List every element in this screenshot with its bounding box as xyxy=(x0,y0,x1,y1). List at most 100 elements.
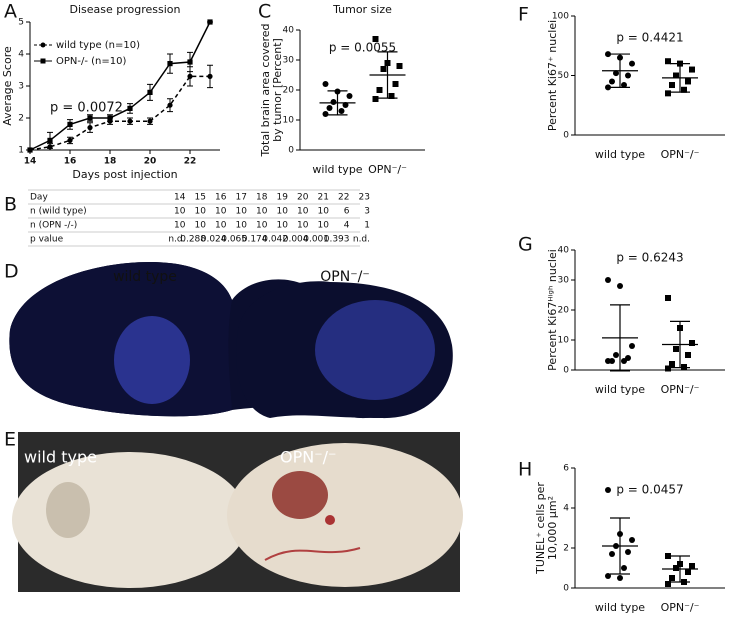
y-tick-label: 0 xyxy=(563,584,569,594)
marker xyxy=(67,121,73,127)
marker xyxy=(380,66,387,72)
marker xyxy=(322,81,329,87)
x-axis-label: Days post injection xyxy=(72,168,177,181)
series-line xyxy=(29,75,210,151)
marker xyxy=(392,81,399,87)
table-cell: 10 xyxy=(318,207,330,217)
table-cell: 23 xyxy=(359,193,370,203)
y-axis-label: 10,000 µm² xyxy=(546,496,559,560)
annotation: p = 0.4421 xyxy=(616,31,683,45)
error-bar xyxy=(610,304,630,372)
marker xyxy=(665,365,671,372)
y-tick-label: 2 xyxy=(18,114,24,124)
marker xyxy=(605,51,611,58)
y-tick-label: 40 xyxy=(558,246,570,256)
legend-marker xyxy=(40,58,46,64)
y-tick-label: 10 xyxy=(283,116,295,126)
marker xyxy=(346,93,353,99)
axis xyxy=(574,250,725,371)
marker xyxy=(187,73,193,79)
y-axis-label: Average Score xyxy=(1,46,14,126)
marker xyxy=(207,19,213,25)
marker xyxy=(685,352,691,358)
marker xyxy=(338,108,345,114)
table-cell: 22 xyxy=(338,193,349,203)
table-cell: 0.288 xyxy=(180,235,206,245)
y-tick-label: 5 xyxy=(18,18,24,28)
series-line xyxy=(29,21,211,151)
marker xyxy=(665,581,671,587)
table-cell: 10 xyxy=(174,207,186,217)
y-tick-label: 30 xyxy=(558,276,570,286)
marker xyxy=(207,73,213,79)
y-tick-label: 4 xyxy=(563,504,569,514)
marker xyxy=(613,352,619,358)
marker xyxy=(187,59,193,65)
annotation: p = 0.6243 xyxy=(616,251,683,265)
image-caption: OPN⁻/⁻ xyxy=(320,269,369,285)
marker xyxy=(685,78,691,85)
y-tick-label: 0 xyxy=(563,366,569,376)
marker xyxy=(147,89,153,95)
table-cell: 10 xyxy=(297,207,309,217)
marker xyxy=(673,346,679,352)
y-tick-label: 6 xyxy=(563,464,569,474)
y-axis-label: Percent Ki67ᴴⁱᵍʰ nuclei xyxy=(546,249,559,371)
table-cell: 10 xyxy=(215,221,227,231)
error-bar xyxy=(327,90,348,116)
x-tick-label: wild type xyxy=(595,383,645,396)
panel-label: E xyxy=(4,429,16,451)
table-cell: 0.174 xyxy=(242,235,268,245)
marker xyxy=(625,549,631,555)
table-cell: 10 xyxy=(195,221,207,231)
marker xyxy=(629,60,635,67)
y-axis-label: by tumor [Percent] xyxy=(271,38,284,142)
error-bar xyxy=(670,320,690,369)
table-cell: 10 xyxy=(195,207,207,217)
marker xyxy=(665,90,671,97)
chart-title: Tumor size xyxy=(332,3,392,16)
y-tick-label: 4 xyxy=(18,50,24,60)
error-bar xyxy=(610,517,630,575)
table-cell: 10 xyxy=(256,207,268,217)
table-cell: p value xyxy=(30,235,64,245)
table-cell: 0.065 xyxy=(221,235,247,245)
y-tick-label: 1 xyxy=(18,146,24,156)
y-tick-label: 0 xyxy=(288,146,294,156)
table-cell: 0.042 xyxy=(262,235,288,245)
table-cell: 18 xyxy=(256,193,268,203)
table-cell: 10 xyxy=(215,207,227,217)
marker xyxy=(147,118,153,124)
table-cell: 10 xyxy=(277,221,289,231)
table-cell: n.d. xyxy=(353,235,370,245)
marker xyxy=(326,105,333,111)
marker xyxy=(605,573,611,579)
legend-label: OPN-/- (n=10) xyxy=(56,56,126,67)
marker xyxy=(617,575,623,581)
marker xyxy=(665,58,671,65)
marker xyxy=(621,358,627,364)
marker xyxy=(396,63,403,69)
y-tick-label: 10 xyxy=(558,336,570,346)
marker xyxy=(681,86,687,93)
table-cell: 0.024 xyxy=(201,235,227,245)
table-cell: 10 xyxy=(277,207,289,217)
image-caption: wild type xyxy=(24,448,97,467)
table-cell: 16 xyxy=(215,193,227,203)
x-tick-label: 20 xyxy=(144,157,157,167)
marker xyxy=(621,82,627,89)
marker xyxy=(27,147,33,153)
marker xyxy=(685,569,691,575)
table-cell: 10 xyxy=(236,207,248,217)
table-cell: 1 xyxy=(364,221,370,231)
x-tick-label: 22 xyxy=(184,157,197,167)
x-tick-label: 16 xyxy=(64,157,77,167)
table-cell: 17 xyxy=(236,193,247,203)
y-axis-label: TUNEL⁺ cells per xyxy=(534,482,547,575)
annotation: p = 0.0072 xyxy=(50,101,123,116)
x-tick-label: OPN⁻/⁻ xyxy=(368,163,407,176)
table-cell: 0.004 xyxy=(283,235,309,245)
table-cell: 6 xyxy=(344,207,350,217)
y-tick-label: 3 xyxy=(18,82,24,92)
